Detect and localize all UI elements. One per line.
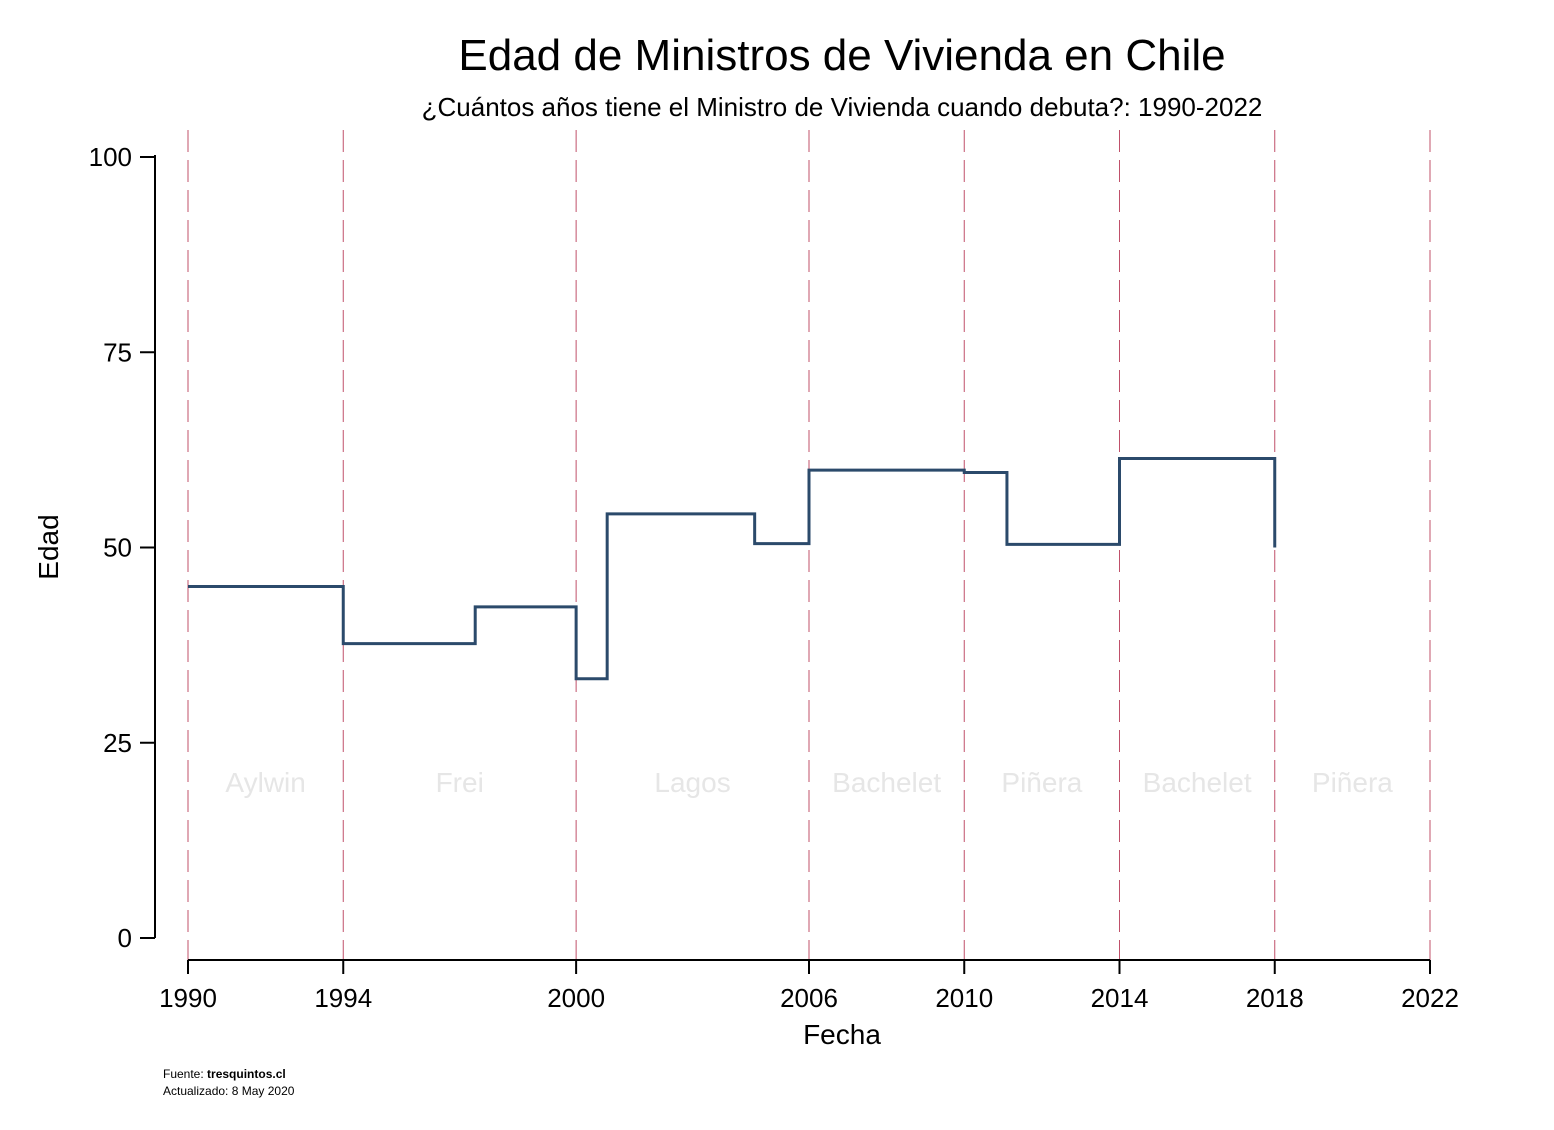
reference-lines: [187, 130, 1431, 960]
period-label: Lagos: [654, 767, 730, 798]
x-tick-label: 2006: [780, 983, 838, 1013]
period-label: Bachelet: [1143, 767, 1252, 798]
x-tick-label: 2000: [547, 983, 605, 1013]
y-tick-label: 75: [103, 337, 132, 367]
x-tick-label: 2014: [1091, 983, 1149, 1013]
period-label: Piñera: [1001, 767, 1082, 798]
series-line: [188, 456, 1277, 681]
period-label: Piñera: [1312, 767, 1393, 798]
x-axis-title: Fecha: [803, 1019, 881, 1050]
x-axis-ticks: 1990 1994 2000 2006 2010 2014 2018 2022: [159, 960, 1459, 1013]
source-prefix: Fuente:: [163, 1067, 207, 1081]
period-label: Aylwin: [225, 767, 305, 798]
series-group: [188, 456, 1277, 681]
x-tick-label: 2010: [935, 983, 993, 1013]
period-label: Frei: [436, 767, 484, 798]
period-labels: Aylwin Frei Lagos Bachelet Piñera Bachelet Piñ…: [225, 767, 1393, 798]
y-tick-label: 50: [103, 533, 132, 563]
y-axis-title: Edad: [33, 514, 64, 579]
chart-title: Edad de Ministros de Vivienda en Chile: [458, 31, 1225, 80]
chart-subtitle: ¿Cuántos años tiene el Ministro de Vivie…: [422, 92, 1263, 122]
x-tick-label: 1990: [159, 983, 217, 1013]
updated-note: Actualizado: 8 May 2020: [163, 1084, 295, 1098]
y-axis-ticks: 0 25 50 75 100: [89, 142, 155, 953]
source-name: tresquintos.cl: [207, 1067, 286, 1081]
x-tick-label: 2018: [1246, 983, 1304, 1013]
source-note: Fuente: tresquintos.cl: [163, 1067, 286, 1081]
x-tick-label: 1994: [314, 983, 372, 1013]
y-tick-label: 25: [103, 728, 132, 758]
x-tick-label: 2022: [1401, 983, 1459, 1013]
y-tick-label: 100: [89, 142, 132, 172]
period-label: Bachelet: [832, 767, 941, 798]
y-tick-label: 0: [118, 923, 132, 953]
